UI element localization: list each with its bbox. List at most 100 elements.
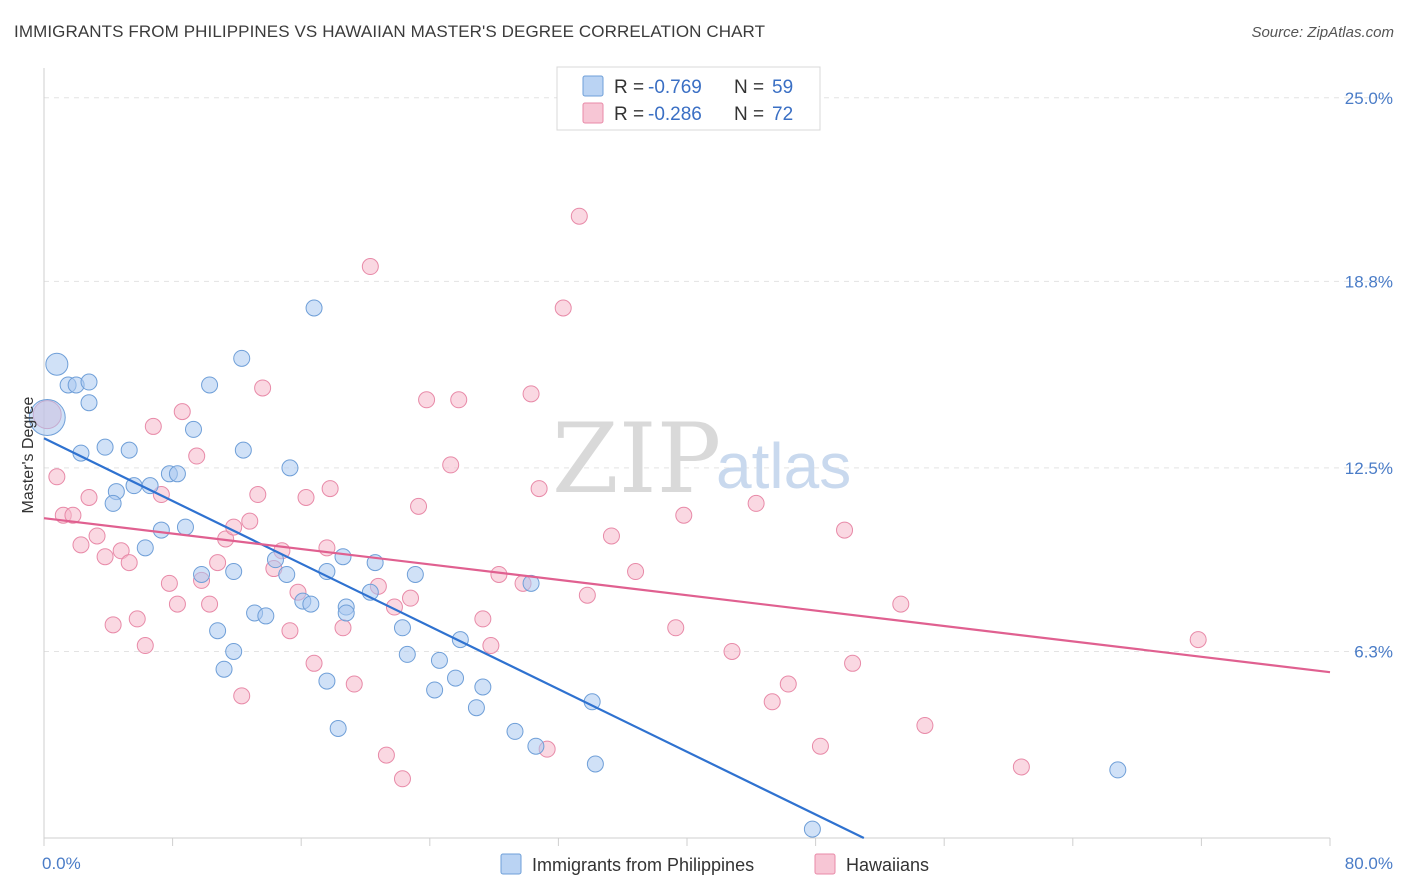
point-philippines [586,755,604,773]
point-hawaiians [72,536,90,554]
point-philippines [120,441,138,459]
point-hawaiians [602,527,620,545]
bottom-legend-swatch-philippines [500,853,522,875]
point-philippines [398,645,416,663]
watermark-zip: ZIP [552,403,721,515]
y-tick-label: 12.5% [1345,459,1393,478]
y-tick-label: 6.3% [1354,642,1393,661]
point-hawaiians [345,675,363,693]
point-hawaiians [160,574,178,592]
point-philippines [522,574,540,592]
axes [43,68,1331,846]
point-hawaiians [173,403,191,421]
trend-line-philippines [43,437,865,839]
point-philippines [96,438,114,456]
point-hawaiians [418,391,436,409]
point-philippines [215,660,233,678]
point-hawaiians [402,589,420,607]
point-philippines [234,441,252,459]
point-hawaiians [530,480,548,498]
point-philippines [257,607,275,625]
legend-n-value-hawaiians: 72 [772,104,793,125]
point-philippines [168,465,186,483]
chart-title: IMMIGRANTS FROM PHILIPPINES VS HAWAIIAN … [14,22,766,41]
trend-lines [43,437,1331,839]
point-hawaiians [578,586,596,604]
legend-swatch-hawaiians [582,102,604,124]
point-hawaiians [892,595,910,613]
legend-r-value-hawaiians: -0.286 [648,104,702,125]
point-philippines [305,299,323,317]
y-tick-label: 25.0% [1345,89,1393,108]
legend-r-label-philippines: R = [614,77,644,98]
point-philippines [506,722,524,740]
top-legend: R = -0.769 N = 59 R = -0.286 N = 72 [556,66,821,131]
point-philippines [281,459,299,477]
point-hawaiians [442,456,460,474]
point-philippines [302,595,320,613]
point-hawaiians [233,687,251,705]
point-philippines [80,373,98,391]
point-philippines [233,349,251,367]
point-philippines [28,399,66,437]
point-hawaiians [779,675,797,693]
point-philippines [406,565,424,583]
point-philippines [45,352,69,376]
point-hawaiians [844,654,862,672]
x-tick-label: 0.0% [42,854,81,873]
point-hawaiians [297,488,315,506]
point-philippines [176,518,194,536]
point-philippines [152,521,170,539]
point-hawaiians [201,595,219,613]
point-hawaiians [88,527,106,545]
point-hawaiians [241,512,259,530]
bottom-legend: Immigrants from Philippines Hawaiians [500,853,929,875]
point-philippines [278,565,296,583]
bottom-legend-swatch-hawaiians [814,853,836,875]
point-philippines [803,820,821,838]
point-hawaiians [209,554,227,572]
point-philippines [426,681,444,699]
point-hawaiians [474,610,492,628]
point-philippines [141,477,159,495]
point-hawaiians [168,595,186,613]
point-hawaiians [361,258,379,276]
point-hawaiians [811,737,829,755]
point-philippines [225,642,243,660]
point-philippines [1109,761,1127,779]
point-hawaiians [482,637,500,655]
point-philippines [136,539,154,557]
legend-r-value-philippines: -0.769 [648,77,702,98]
point-hawaiians [627,563,645,581]
point-hawaiians [747,494,765,512]
point-hawaiians [450,391,468,409]
point-philippines [527,737,545,755]
point-philippines [209,622,227,640]
point-hawaiians [393,770,411,788]
point-hawaiians [1012,758,1030,776]
point-hawaiians [128,610,146,628]
point-hawaiians [48,468,66,486]
point-philippines [337,604,355,622]
point-hawaiians [136,637,154,655]
point-hawaiians [281,622,299,640]
point-philippines [318,672,336,690]
legend-r-label-hawaiians: R = [614,104,644,125]
point-hawaiians [723,642,741,660]
legend-swatch-philippines [582,75,604,97]
watermark-atlas: atlas [716,430,851,502]
grid-lines [44,97,1394,652]
y-axis-label: Master's Degree [20,396,37,513]
legend-n-label-hawaiians: N = [734,104,764,125]
point-hawaiians [554,299,572,317]
point-hawaiians [305,654,323,672]
point-hawaiians [188,447,206,465]
point-philippines [447,669,465,687]
point-hawaiians [64,506,82,524]
point-hawaiians [321,480,339,498]
point-philippines [474,678,492,696]
point-philippines [184,420,202,438]
point-philippines [430,651,448,669]
point-hawaiians [377,746,395,764]
point-hawaiians [112,542,130,560]
